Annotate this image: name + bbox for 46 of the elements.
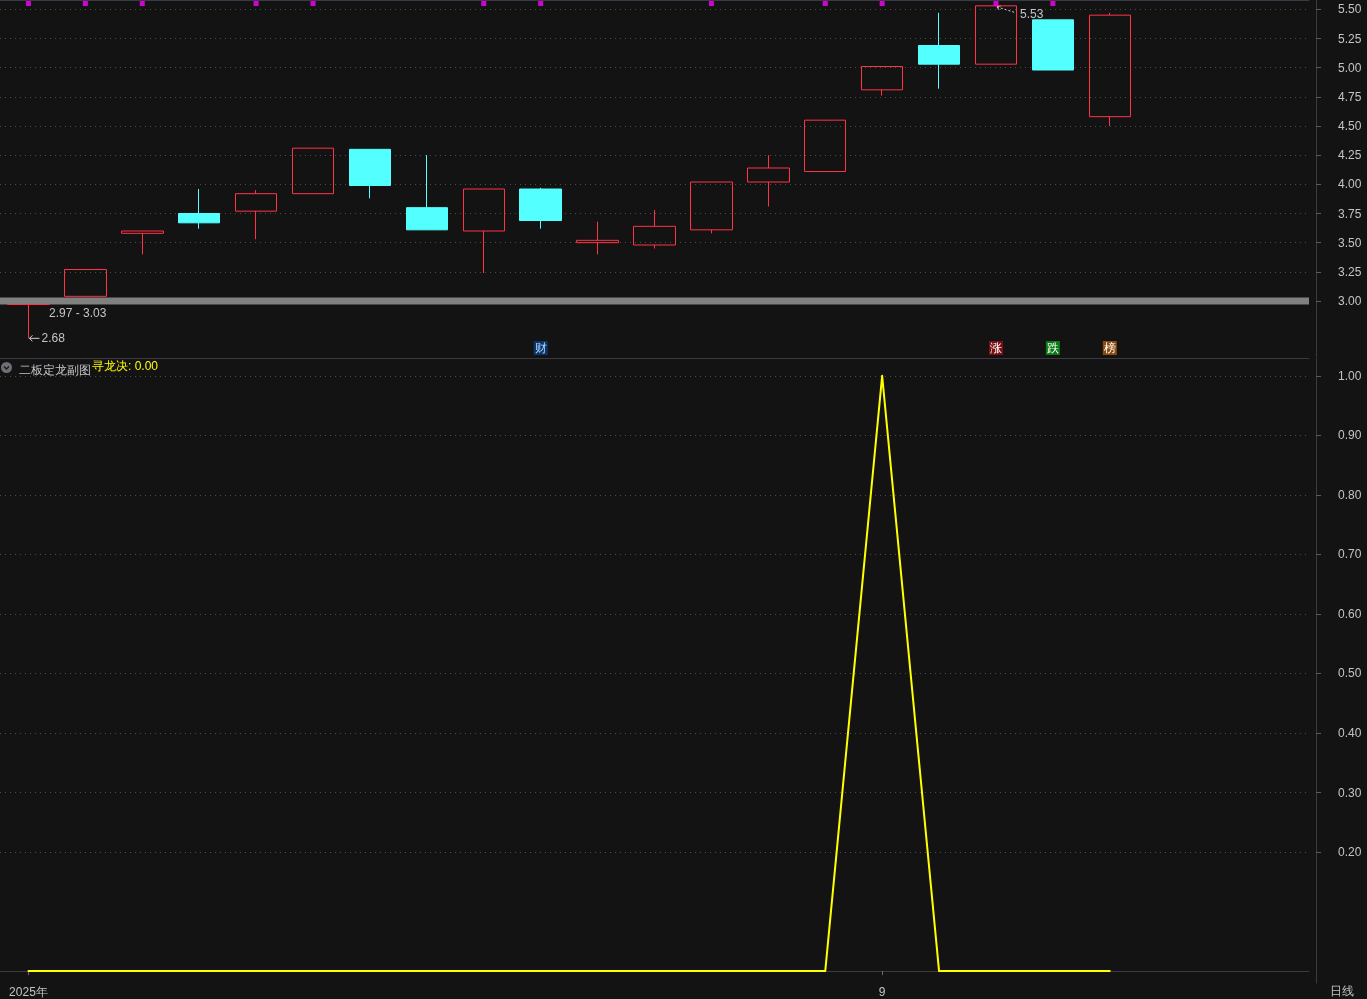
annotation: 榜: [1103, 341, 1116, 355]
candlestick: [292, 147, 334, 195]
annotation: 2.68: [41, 331, 66, 346]
text: 日线: [1329, 984, 1354, 998]
y-tick-label: 1.00: [1338, 368, 1362, 383]
y-tick-label: 0.70: [1338, 547, 1362, 562]
y-tick-label: 3.25: [1338, 264, 1362, 279]
candlestick: [349, 148, 391, 199]
candlestick: [519, 187, 562, 230]
annotation: 跌: [1046, 341, 1059, 355]
y-tick-label: 0.40: [1338, 726, 1362, 740]
text: 寻龙决: 0.00: [92, 359, 159, 373]
y-tick-label: 5.50: [1338, 2, 1362, 17]
y-tick-label: 0.80: [1338, 487, 1362, 502]
y-tick-label: 0.30: [1338, 785, 1362, 800]
candlestick: [861, 66, 903, 97]
candlestick: [918, 12, 960, 90]
x-tick-label: 9: [878, 985, 886, 999]
chart-title: 二板定龙副图: [19, 363, 91, 377]
y-tick-label: 5.00: [1338, 60, 1362, 75]
candlestick: [64, 269, 107, 297]
y-tick-label: 4.75: [1338, 89, 1362, 104]
y-tick-label: 4.50: [1338, 119, 1362, 133]
candlestick: [975, 5, 1017, 65]
annotation: 财: [534, 341, 547, 355]
candlestick: [804, 119, 846, 172]
y-tick-label: 3.50: [1338, 235, 1362, 250]
y-tick-label: 0.90: [1338, 428, 1362, 443]
y-tick-label: 0.60: [1338, 606, 1362, 621]
annotation: 涨: [989, 341, 1002, 355]
y-tick-label: 0.50: [1338, 666, 1362, 681]
candlestick: [406, 154, 448, 231]
candlestick: [1089, 12, 1131, 127]
y-tick-label: 3.75: [1338, 206, 1362, 221]
y-tick-label: 4.25: [1338, 148, 1362, 163]
y-tick-label: 5.25: [1338, 31, 1362, 46]
y-tick-label: 4.00: [1338, 177, 1362, 192]
candlestick: [235, 189, 277, 240]
y-tick-label: 3.00: [1338, 294, 1362, 308]
candlestick: [1032, 19, 1074, 71]
candlestick: [178, 188, 220, 230]
y-tick-label: 0.20: [1338, 845, 1362, 860]
band-label: 2.97 - 3.03: [49, 305, 107, 320]
x-tick-label: 2025年: [9, 985, 48, 999]
candlestick: [576, 221, 619, 255]
annotation: 5.53: [1019, 6, 1044, 21]
